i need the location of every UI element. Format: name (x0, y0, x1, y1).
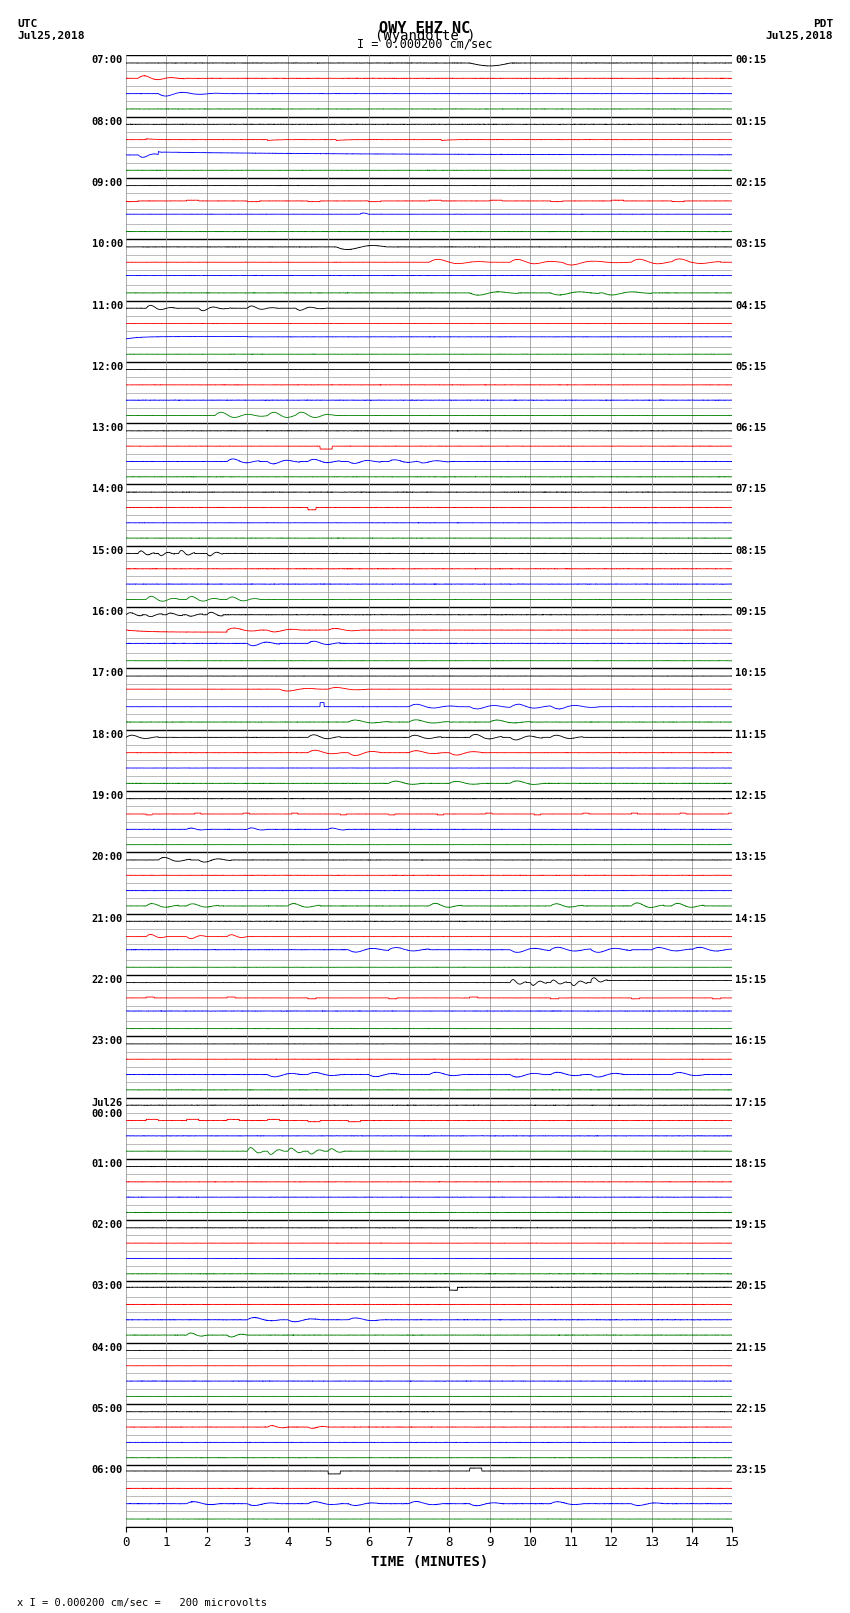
Text: 03:00: 03:00 (92, 1281, 123, 1292)
Text: 05:15: 05:15 (735, 361, 767, 373)
Text: 23:00: 23:00 (92, 1036, 123, 1047)
Text: 22:00: 22:00 (92, 974, 123, 986)
Text: 16:15: 16:15 (735, 1036, 767, 1047)
Text: 04:15: 04:15 (735, 300, 767, 311)
Text: OWY EHZ NC: OWY EHZ NC (379, 21, 471, 35)
Text: 23:15: 23:15 (735, 1465, 767, 1476)
Text: 12:15: 12:15 (735, 790, 767, 802)
Text: 09:15: 09:15 (735, 606, 767, 618)
Text: 21:00: 21:00 (92, 913, 123, 924)
Text: 10:00: 10:00 (92, 239, 123, 250)
Text: 16:00: 16:00 (92, 606, 123, 618)
Text: 17:00: 17:00 (92, 668, 123, 679)
Text: 09:00: 09:00 (92, 177, 123, 189)
Text: 08:00: 08:00 (92, 116, 123, 127)
Text: 11:00: 11:00 (92, 300, 123, 311)
Text: 10:15: 10:15 (735, 668, 767, 679)
Text: 03:15: 03:15 (735, 239, 767, 250)
Text: 07:15: 07:15 (735, 484, 767, 495)
Text: 13:00: 13:00 (92, 423, 123, 434)
Text: 19:00: 19:00 (92, 790, 123, 802)
Text: 07:00: 07:00 (92, 55, 123, 65)
Text: 04:00: 04:00 (92, 1342, 123, 1353)
Text: 01:00: 01:00 (92, 1158, 123, 1169)
Text: 17:15: 17:15 (735, 1097, 767, 1108)
Text: I = 0.000200 cm/sec: I = 0.000200 cm/sec (357, 37, 493, 50)
Text: 20:15: 20:15 (735, 1281, 767, 1292)
Text: 20:00: 20:00 (92, 852, 123, 863)
Text: 01:15: 01:15 (735, 116, 767, 127)
Text: 12:00: 12:00 (92, 361, 123, 373)
Text: 18:00: 18:00 (92, 729, 123, 740)
Text: 15:15: 15:15 (735, 974, 767, 986)
Text: 02:15: 02:15 (735, 177, 767, 189)
Text: 02:00: 02:00 (92, 1219, 123, 1231)
Text: 22:15: 22:15 (735, 1403, 767, 1415)
Text: 06:00: 06:00 (92, 1465, 123, 1476)
Text: 05:00: 05:00 (92, 1403, 123, 1415)
Text: 21:15: 21:15 (735, 1342, 767, 1353)
Text: UTC
Jul25,2018: UTC Jul25,2018 (17, 19, 84, 40)
Text: 14:15: 14:15 (735, 913, 767, 924)
Text: 19:15: 19:15 (735, 1219, 767, 1231)
Text: 11:15: 11:15 (735, 729, 767, 740)
X-axis label: TIME (MINUTES): TIME (MINUTES) (371, 1555, 488, 1569)
Text: 15:00: 15:00 (92, 545, 123, 556)
Text: 06:15: 06:15 (735, 423, 767, 434)
Text: 18:15: 18:15 (735, 1158, 767, 1169)
Text: x I = 0.000200 cm/sec =   200 microvolts: x I = 0.000200 cm/sec = 200 microvolts (17, 1598, 267, 1608)
Text: (Wyandotte ): (Wyandotte ) (375, 29, 475, 44)
Text: 00:15: 00:15 (735, 55, 767, 65)
Text: 08:15: 08:15 (735, 545, 767, 556)
Text: 14:00: 14:00 (92, 484, 123, 495)
Text: Jul26
00:00: Jul26 00:00 (92, 1097, 123, 1119)
Text: PDT
Jul25,2018: PDT Jul25,2018 (766, 19, 833, 40)
Text: 13:15: 13:15 (735, 852, 767, 863)
